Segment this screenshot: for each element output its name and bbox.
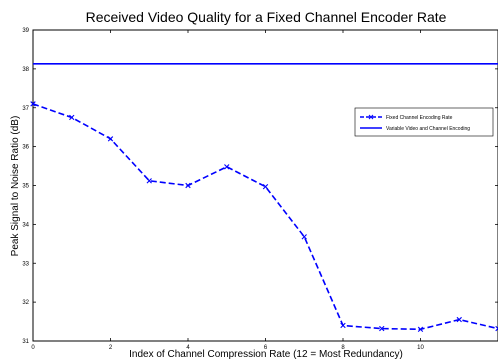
legend-marker — [368, 114, 374, 120]
legend-label: Fixed Channel Encoding Rate — [386, 115, 453, 121]
marker-stroke — [495, 327, 498, 332]
legend-box — [354, 107, 494, 137]
data-point — [456, 316, 462, 323]
x-tick-label: 8 — [341, 345, 345, 351]
data-point — [379, 325, 385, 332]
x-tick-label: 4 — [186, 345, 190, 351]
data-point — [107, 136, 114, 142]
y-tick-label: 31 — [22, 339, 29, 345]
series-layer — [30, 62, 498, 333]
x-tick-label: 2 — [109, 345, 113, 351]
data-point — [224, 164, 230, 170]
data-point — [185, 182, 191, 189]
marker-stroke — [224, 164, 230, 170]
marker-stroke — [417, 326, 424, 333]
y-tick-label: 34 — [22, 222, 29, 228]
legend: Fixed Channel Encoding Rate Variable Vide… — [354, 107, 494, 137]
x-axis-label: Index of Channel Compression Rate (12 = … — [129, 349, 403, 360]
marker-stroke — [69, 114, 75, 121]
x-tick-label: 6 — [264, 345, 268, 351]
data-point — [417, 326, 424, 333]
marker-stroke — [185, 182, 191, 189]
data-point — [262, 183, 269, 190]
marker-stroke — [456, 316, 462, 323]
marker-stroke — [301, 234, 307, 240]
data-point — [146, 178, 152, 184]
marker-stroke — [495, 325, 498, 330]
y-tick-label: 36 — [22, 145, 29, 151]
data-point — [301, 234, 307, 240]
y-tick-label: 39 — [22, 28, 29, 34]
x-axis: 0 2 4 6 8 10 — [31, 30, 424, 351]
data-point — [495, 325, 498, 332]
y-tick-label: 32 — [22, 300, 29, 306]
marker-stroke — [146, 178, 152, 184]
x-tick-label: 10 — [417, 345, 424, 351]
data-point — [30, 101, 36, 107]
y-axis-label: Peak Signal to Noise Ratio (dB) — [10, 116, 21, 257]
marker-stroke — [30, 101, 36, 107]
chart-title: Received Video Quality for a Fixed Chann… — [86, 9, 447, 25]
y-tick-label: 35 — [22, 184, 29, 190]
legend-label: Variable Video and Channel Encoding — [386, 126, 470, 132]
marker-stroke — [107, 136, 114, 142]
data-point — [340, 322, 346, 329]
marker-stroke — [379, 325, 385, 332]
y-tick-label: 37 — [22, 106, 29, 112]
y-tick-label: 38 — [22, 67, 29, 73]
plot-area — [32, 29, 498, 342]
x-tick-label: 0 — [31, 345, 35, 351]
data-point — [69, 114, 75, 121]
y-tick-label: 33 — [22, 261, 29, 267]
marker-stroke — [340, 322, 346, 329]
marker-stroke — [262, 183, 269, 190]
